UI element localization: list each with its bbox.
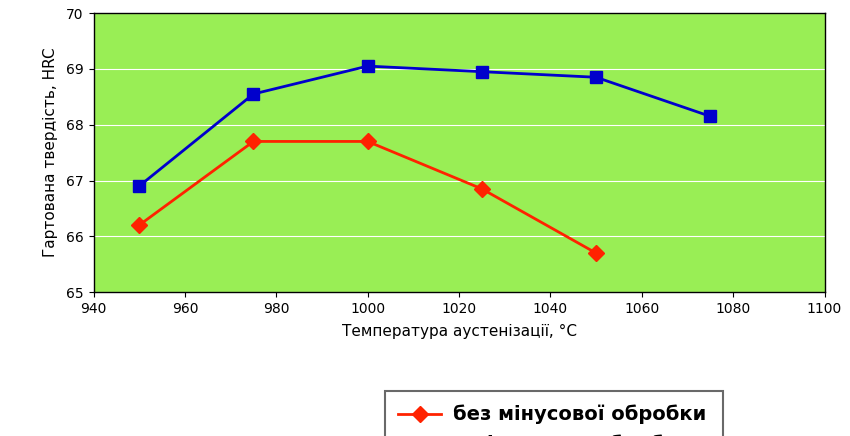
Legend: без мінусової обробки, з мінусовою обробкою: без мінусової обробки, з мінусовою оброб… — [385, 391, 723, 436]
з мінусовою обробкою — [477, 69, 487, 74]
без мінусової обробки — [363, 139, 373, 144]
без мінусової обробки — [248, 139, 258, 144]
без мінусової обробки — [134, 222, 145, 228]
Line: без мінусової обробки: без мінусової обробки — [133, 136, 602, 259]
Y-axis label: Гартована твердість, HRC: Гартована твердість, HRC — [42, 48, 58, 257]
з мінусовою обробкою — [134, 184, 145, 189]
Line: з мінусовою обробкою: з мінусовою обробкою — [133, 61, 716, 192]
без мінусової обробки — [591, 250, 601, 255]
без мінусової обробки — [477, 186, 487, 191]
з мінусовою обробкою — [706, 114, 716, 119]
з мінусовою обробкою — [248, 92, 258, 97]
X-axis label: Температура аустенізації, °С: Температура аустенізації, °С — [342, 324, 576, 339]
з мінусовою обробкою — [363, 64, 373, 69]
з мінусовою обробкою — [591, 75, 601, 80]
